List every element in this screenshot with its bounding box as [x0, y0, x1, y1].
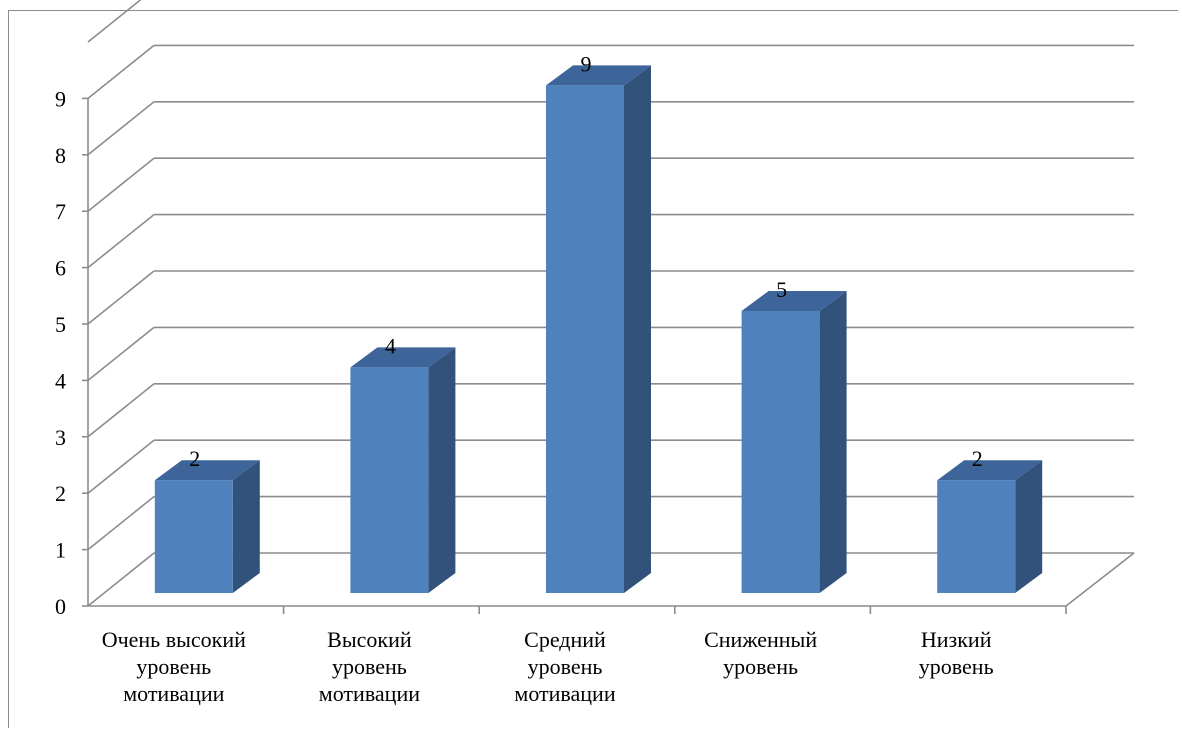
bar [350, 367, 429, 593]
category-label: уровень [723, 654, 798, 679]
bar-side [232, 460, 260, 593]
data-label: 4 [385, 333, 396, 358]
bar-side [624, 65, 651, 593]
category-label: уровень [136, 654, 211, 679]
bar-side [428, 347, 456, 593]
category-label: Высокий [327, 627, 412, 652]
bar [937, 480, 1016, 593]
category-label: Средний [524, 627, 606, 652]
gridline-side [87, 101, 155, 156]
bar [741, 311, 820, 593]
category-label: мотивации [123, 681, 224, 706]
gridline-side [87, 0, 142, 43]
y-tick-label: 8 [55, 143, 66, 168]
bar-top [741, 291, 847, 311]
bar-top [546, 65, 651, 86]
bar-top [154, 460, 260, 481]
bar-side [1015, 460, 1043, 593]
gridline-side [87, 439, 155, 494]
gridline-side [87, 495, 155, 551]
gridline-side [87, 213, 155, 269]
chart-frame [8, 10, 1178, 728]
bar-top [937, 460, 1043, 481]
gridline-side [87, 157, 155, 212]
y-tick-label: 5 [55, 312, 66, 337]
gridline-side [87, 270, 155, 325]
y-tick-label: 3 [55, 425, 66, 450]
category-label: мотивации [319, 681, 420, 706]
bars-layer [154, 65, 1043, 594]
y-tick-label: 4 [55, 368, 66, 393]
y-tick-label: 2 [55, 481, 66, 506]
gridline-side [87, 44, 155, 100]
bar-top [350, 347, 456, 368]
bar [546, 85, 624, 594]
y-tick-label: 0 [55, 594, 66, 619]
category-label: Очень высокий [102, 627, 246, 652]
y-tick-label: 7 [55, 199, 66, 224]
y-tick-label: 1 [55, 538, 66, 563]
y-tick-label: 9 [55, 86, 66, 111]
data-label: 2 [189, 446, 200, 471]
y-tick-label: 6 [55, 256, 66, 281]
category-label: Сниженный [704, 627, 817, 652]
category-label: Низкий [921, 627, 992, 652]
category-label: уровень [332, 654, 407, 679]
bar-side [819, 291, 847, 593]
bar [154, 480, 233, 593]
data-label: 2 [972, 446, 983, 471]
gridline-side [87, 326, 155, 382]
floor-right-edge [1065, 552, 1135, 607]
category-label: уровень [528, 654, 603, 679]
category-label: уровень [919, 654, 994, 679]
data-label: 9 [581, 51, 592, 76]
gridline-side [87, 383, 155, 438]
category-label: мотивации [514, 681, 615, 706]
data-label: 5 [776, 277, 787, 302]
gridline-side [87, 552, 155, 607]
